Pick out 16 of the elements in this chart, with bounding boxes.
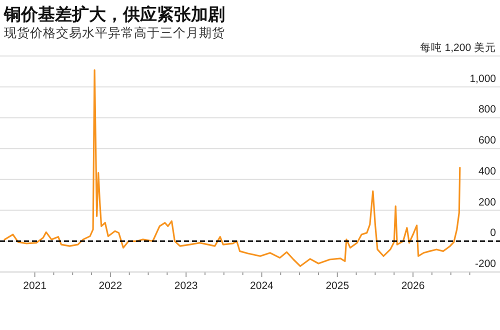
x-tick-label: 2026 (401, 280, 425, 292)
x-tick-label: 2022 (98, 280, 122, 292)
y-tick-label: 800 (478, 104, 496, 116)
chart-subtitle: 现货价格交易水平异常高于三个月期货 (4, 25, 225, 40)
x-tick-label: 2023 (174, 280, 198, 292)
y-tick-label: -200 (474, 258, 496, 270)
y-tick-label: 400 (478, 165, 496, 178)
x-tick-label: 2024 (250, 280, 274, 292)
x-tick-label: 2021 (23, 280, 47, 292)
x-tick-label: 2025 (326, 280, 350, 292)
y-tick-label: 0 (490, 227, 496, 240)
y-tick-label: 每吨 1,200 美元 (420, 41, 496, 54)
y-tick-label: 600 (478, 134, 496, 147)
y-tick-label: 1,000 (470, 72, 496, 85)
y-tick-label: 200 (478, 196, 496, 208)
chart-title: 铜价基差扩大，供应紧张加剧 (3, 5, 225, 24)
